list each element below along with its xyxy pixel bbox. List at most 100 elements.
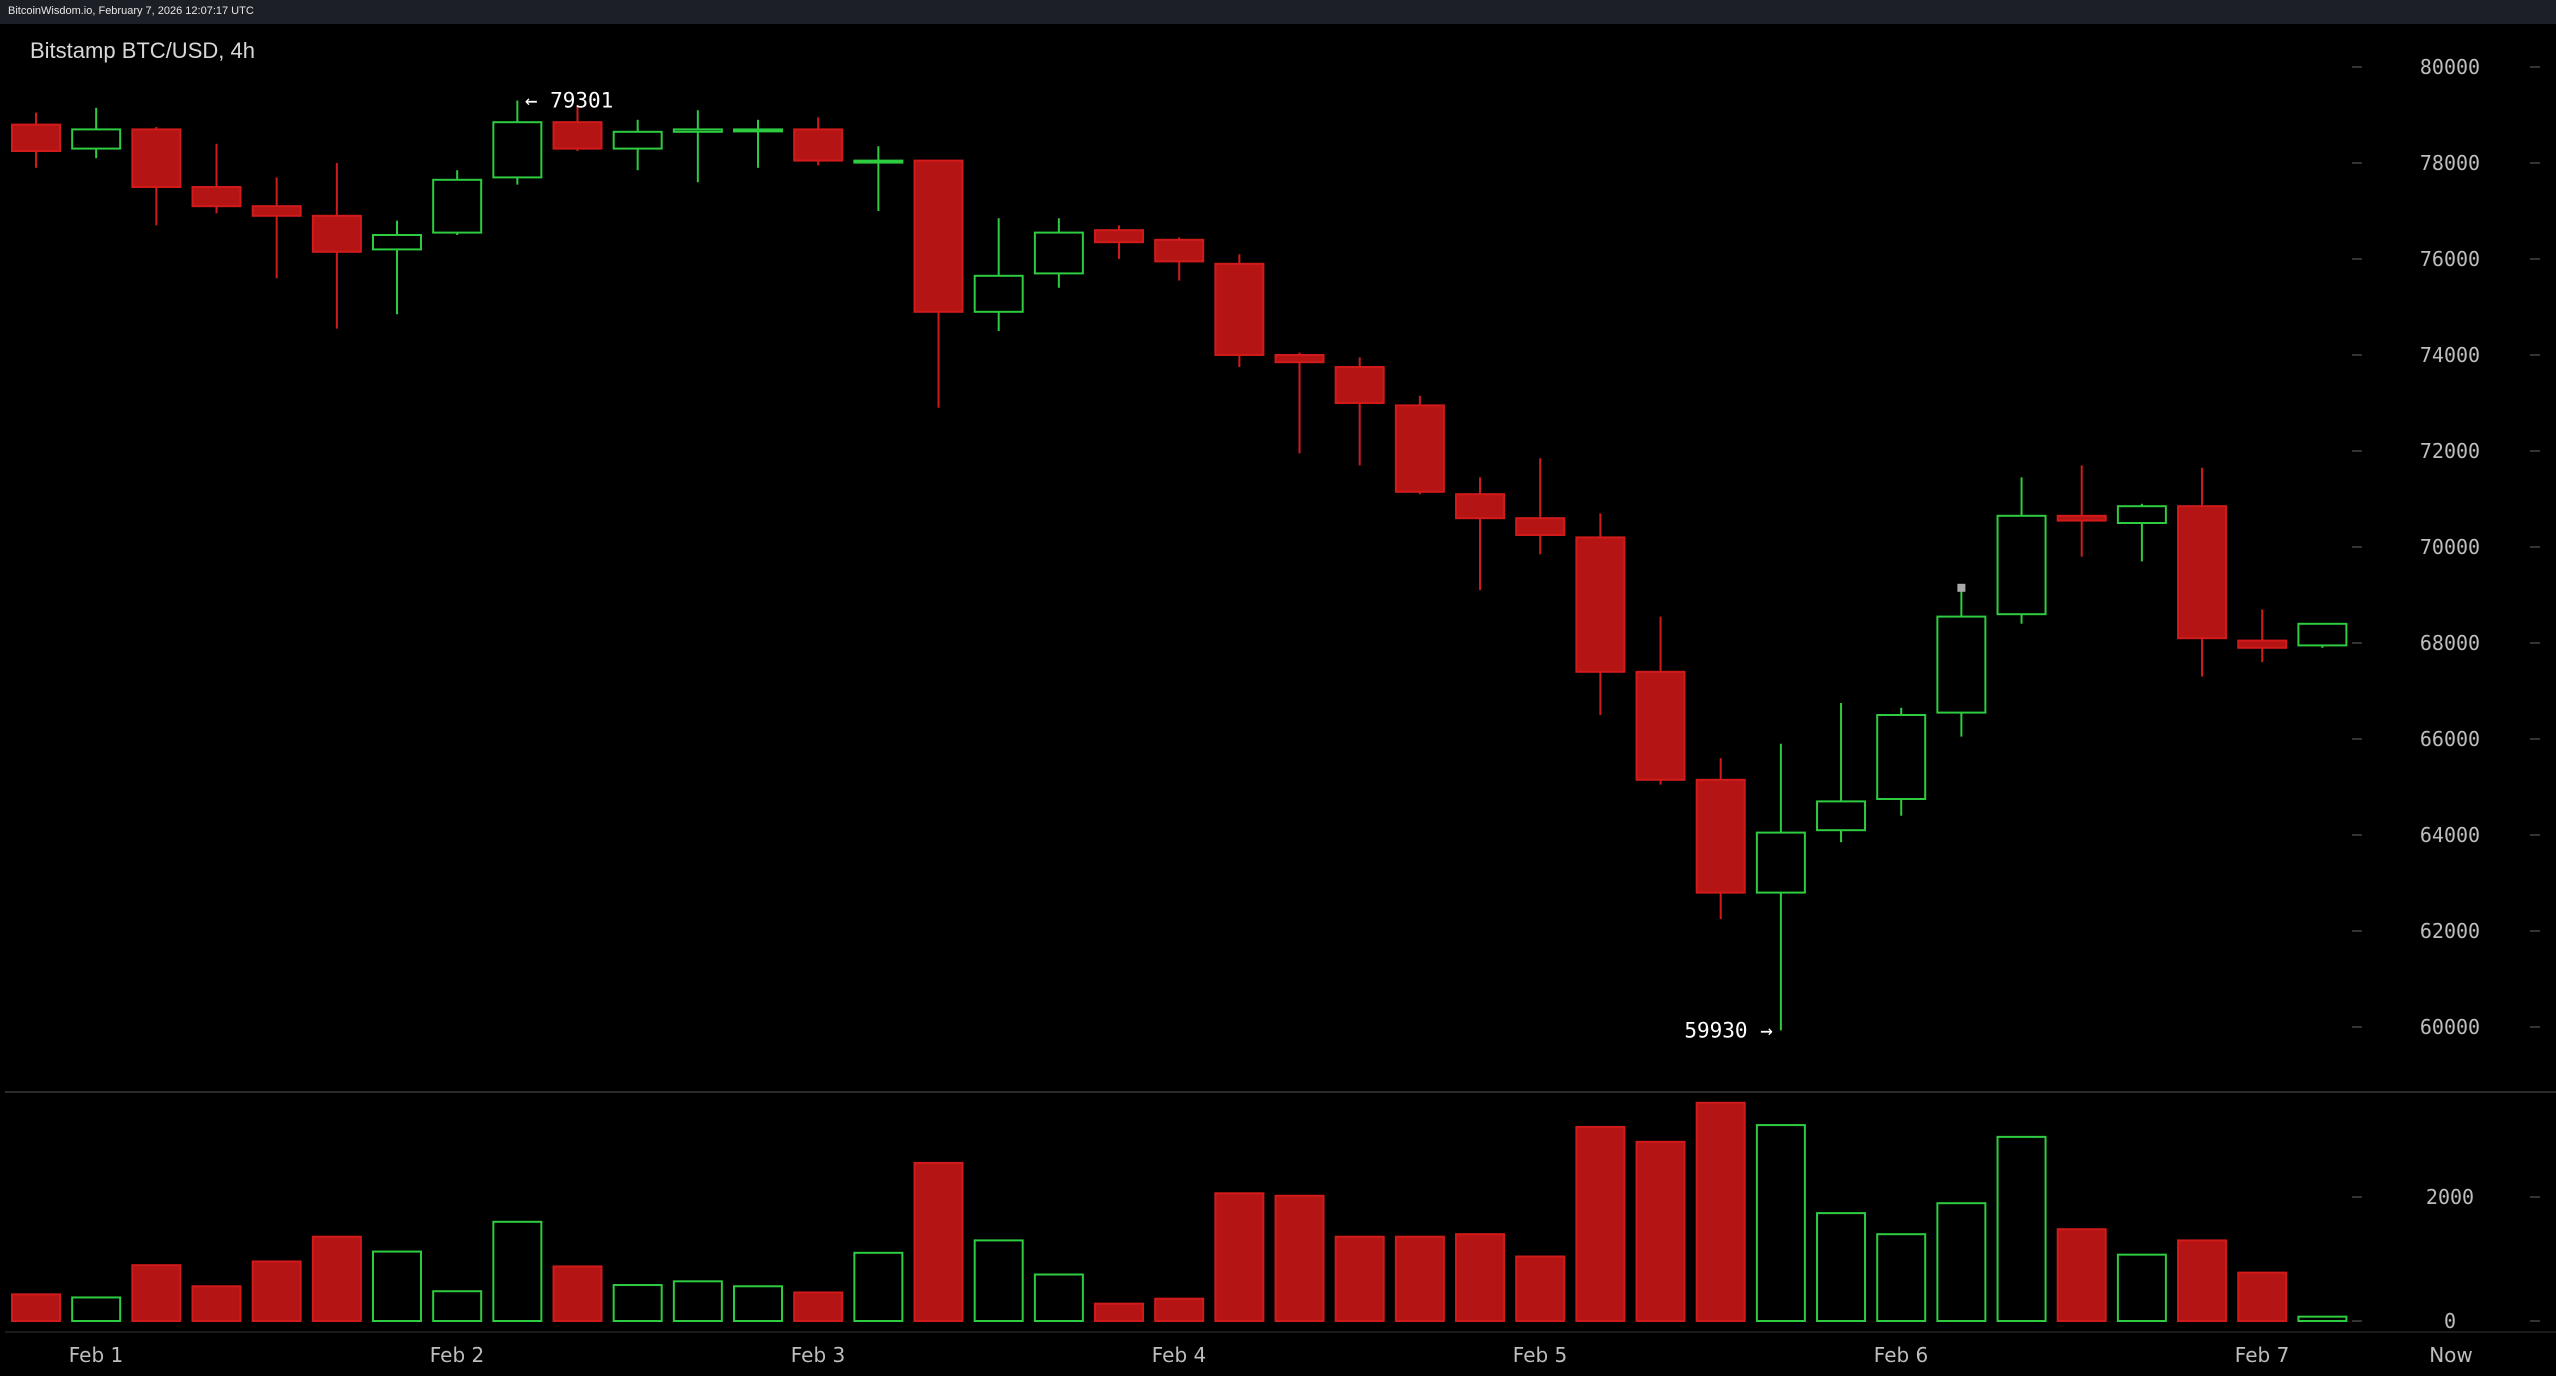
time-axis: Feb 1 Feb 2 Feb 3 Feb 4 Feb 5 Feb 6 Feb 7 Now xyxy=(5,1331,2556,1367)
price-tick-label: 68000 xyxy=(2420,631,2480,655)
volume-bar-up xyxy=(672,1280,723,1322)
candle-down xyxy=(1214,262,1265,356)
candle-up xyxy=(1033,231,1084,275)
candle-up xyxy=(432,178,483,234)
volume-axis: 0 2000 xyxy=(2352,1185,2540,1333)
volume-bar-down xyxy=(793,1291,844,1322)
price-tick-label: 80000 xyxy=(2420,55,2480,79)
volume-bar-down xyxy=(311,1235,362,1323)
volume-bar-down xyxy=(1455,1233,1506,1322)
candle-down xyxy=(131,128,182,188)
price-tick-label: 60000 xyxy=(2420,1015,2480,1039)
source-caption: BitcoinWisdom.io, February 7, 2026 12:07… xyxy=(8,5,254,17)
candle-down xyxy=(1394,404,1445,493)
price-tick-label: 72000 xyxy=(2420,439,2480,463)
candle-down xyxy=(2177,505,2228,640)
candle-up xyxy=(733,128,784,133)
candle-up xyxy=(1936,615,1987,714)
volume-bar-up xyxy=(372,1250,423,1323)
candle-down xyxy=(11,123,61,152)
candle-down xyxy=(1094,229,1145,244)
time-tick-label: Feb 5 xyxy=(1513,1343,1568,1367)
volume-bar-up xyxy=(71,1296,122,1322)
candle-down xyxy=(1635,670,1686,781)
volume-bar-up xyxy=(853,1251,904,1323)
candle-down xyxy=(191,186,242,208)
volume-bar-down xyxy=(1214,1192,1265,1323)
volume-bar-up xyxy=(733,1285,784,1323)
volume-bar-down xyxy=(1575,1125,1626,1322)
price-tick-label: 64000 xyxy=(2420,823,2480,847)
candle-down xyxy=(1575,536,1626,673)
candle-down xyxy=(2056,514,2107,522)
volume-bar-up xyxy=(1755,1124,1806,1322)
volume-bar-down xyxy=(913,1161,964,1323)
chart-panel xyxy=(0,24,2556,1376)
price-tick-label: 78000 xyxy=(2420,151,2480,175)
volume-bar-down xyxy=(1394,1235,1445,1323)
candle-up xyxy=(672,128,723,133)
candle-down xyxy=(311,214,362,253)
volume-bar-up xyxy=(2297,1315,2348,1323)
volume-tick-label: 0 xyxy=(2444,1309,2456,1333)
candle-up xyxy=(1996,514,2047,616)
volume-bar-down xyxy=(552,1265,603,1322)
candle-down xyxy=(552,121,603,150)
chart-title: Bitstamp BTC/USD, 4h xyxy=(30,38,255,63)
price-tick-label: 62000 xyxy=(2420,919,2480,943)
volume-bar-up xyxy=(432,1290,483,1322)
annotations: ← 79301 59930 → xyxy=(525,89,1966,1042)
candle-up xyxy=(492,121,543,179)
candle-up xyxy=(1816,800,1867,832)
marker-dot xyxy=(1957,583,1966,592)
volume-bar-down xyxy=(2237,1271,2288,1323)
candles xyxy=(11,100,2348,1031)
candle-down xyxy=(793,128,844,162)
candle-down xyxy=(1515,517,1566,537)
candle-down xyxy=(1334,366,1385,404)
volume-bar-up xyxy=(612,1284,663,1323)
volume-bar-down xyxy=(1635,1140,1686,1322)
price-tick-label: 74000 xyxy=(2420,343,2480,367)
volume-bar-up xyxy=(1816,1212,1867,1322)
volume-bar-down xyxy=(1154,1297,1205,1323)
volume-bar-down xyxy=(1695,1101,1746,1323)
candle-down xyxy=(1274,354,1325,364)
volume-bar-down xyxy=(1334,1235,1385,1323)
volume-bar-down xyxy=(11,1293,61,1322)
candle-up xyxy=(1876,714,1927,800)
volume-bar-down xyxy=(1515,1255,1566,1323)
volume-bar-down xyxy=(2056,1228,2107,1322)
candle-up xyxy=(612,130,663,150)
volume-bar-down xyxy=(1274,1194,1325,1323)
time-tick-label-now: Now xyxy=(2429,1343,2473,1367)
top-bar: BitcoinWisdom.io, February 7, 2026 12:07… xyxy=(0,0,2556,24)
high-annotation: ← 79301 xyxy=(525,89,614,113)
volume-bar-up xyxy=(973,1239,1024,1323)
candle-up xyxy=(1755,831,1806,894)
low-annotation: 59930 → xyxy=(1684,1018,1773,1042)
candle-down xyxy=(1695,778,1746,894)
candle-down xyxy=(251,205,302,217)
volume-bar-up xyxy=(492,1220,543,1323)
candle-up xyxy=(853,159,904,164)
volume-tick-label: 2000 xyxy=(2426,1185,2474,1209)
time-tick-label: Feb 4 xyxy=(1152,1343,1207,1367)
volume-bars xyxy=(11,1101,2348,1323)
volume-bar-down xyxy=(1094,1302,1145,1323)
candle-up xyxy=(2116,505,2167,525)
candle-up xyxy=(372,234,423,251)
candle-up xyxy=(2297,622,2348,647)
volume-bar-down xyxy=(191,1285,242,1323)
time-tick-label: Feb 6 xyxy=(1874,1343,1929,1367)
candle-down xyxy=(1455,493,1506,520)
price-tick-label: 76000 xyxy=(2420,247,2480,271)
time-tick-label: Feb 2 xyxy=(430,1343,485,1367)
volume-bar-down xyxy=(131,1264,182,1322)
volume-bar-up xyxy=(1936,1202,1987,1322)
candle-up xyxy=(71,128,122,150)
candle-down xyxy=(913,159,964,313)
price-axis: 60000 62000 64000 66000 68000 70000 72000 74000… xyxy=(5,55,2556,1093)
candle-down xyxy=(2237,639,2288,649)
